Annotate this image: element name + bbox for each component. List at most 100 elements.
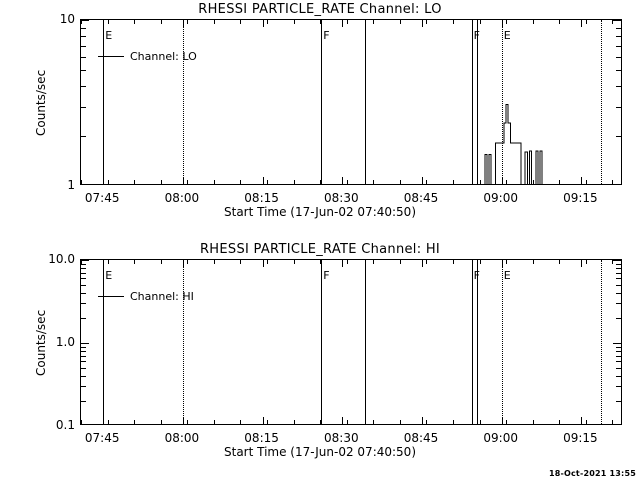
x-minor-tick-top-14 xyxy=(453,260,454,264)
x-minor-tick-bottom-12 xyxy=(399,180,401,184)
x-tick-label-1: 08:00 xyxy=(164,431,200,445)
x-minor-tick-bottom-15 xyxy=(479,420,481,424)
x-minor-tick-top-11 xyxy=(373,260,375,264)
x-minor-tick-top-2 xyxy=(134,260,136,264)
x-major-tick-top-0 xyxy=(103,20,105,27)
event-marker-line-e-6 xyxy=(501,20,503,184)
x-minor-tick-top-9 xyxy=(320,20,322,24)
x-minor-tick-bottom-0 xyxy=(81,420,82,424)
x-minor-tick-bottom-9 xyxy=(320,420,322,424)
x-minor-tick-top-16 xyxy=(506,260,508,264)
legend-line-swatch-hi xyxy=(98,296,124,297)
y-minor-tick-l-2-9 xyxy=(81,263,86,265)
x-minor-tick-top-3 xyxy=(160,260,162,264)
y-minor-tick-r-1-7 xyxy=(616,355,621,357)
event-marker-line-e-0 xyxy=(103,20,105,184)
x-minor-tick-bottom-4 xyxy=(187,180,189,184)
x-minor-tick-top-1 xyxy=(107,20,109,24)
y-minor-tick-l-2-8 xyxy=(81,268,86,269)
x-minor-tick-bottom-0 xyxy=(81,180,82,184)
event-marker-line-f-2 xyxy=(321,260,323,424)
y-minor-tick-r-1-9 xyxy=(616,346,621,348)
x-minor-tick-top-2 xyxy=(134,20,136,24)
x-minor-tick-bottom-6 xyxy=(240,420,242,424)
y-minor-tick-r-2-9 xyxy=(616,263,621,265)
x-major-tick-bottom-5 xyxy=(501,177,503,184)
event-marker-line-plain-7 xyxy=(600,260,602,424)
event-marker-label-e-0: E xyxy=(105,269,113,282)
y-minor-tick-r-2-8 xyxy=(616,268,621,269)
y-minor-tick-l-1-5 xyxy=(81,368,86,369)
x-minor-tick-bottom-13 xyxy=(426,420,428,424)
x-minor-tick-top-19 xyxy=(585,20,587,24)
x-minor-tick-top-20 xyxy=(612,260,614,264)
x-major-tick-bottom-1 xyxy=(182,417,184,424)
x-tick-label-5: 09:00 xyxy=(483,431,518,445)
x-minor-tick-bottom-13 xyxy=(426,180,428,184)
x-minor-tick-top-7 xyxy=(267,20,268,24)
x-minor-tick-bottom-6 xyxy=(240,180,242,184)
x-major-tick-bottom-3 xyxy=(342,417,344,424)
y-minor-tick-r-2-4 xyxy=(616,293,621,294)
x-minor-tick-bottom-3 xyxy=(160,180,162,184)
y-minor-tick-r-1-9 xyxy=(616,27,621,29)
y-minor-tick-l-2-4 xyxy=(81,293,86,294)
event-marker-label-f-4: F xyxy=(474,270,480,281)
x-minor-tick-top-5 xyxy=(213,260,215,264)
render-timestamp: 18-Oct-2021 13:55 xyxy=(548,469,636,478)
y-minor-tick-l-1-2 xyxy=(81,401,86,402)
event-marker-label-e-0: E xyxy=(105,29,113,42)
event-marker-label-f-2: F xyxy=(323,269,330,282)
x-minor-tick-top-5 xyxy=(213,20,215,24)
x-major-tick-top-1 xyxy=(182,20,184,27)
y-minor-tick-r-1-8 xyxy=(616,351,621,352)
x-minor-tick-bottom-11 xyxy=(373,180,375,184)
x-minor-tick-top-11 xyxy=(373,20,375,24)
y-minor-tick-l-1-9 xyxy=(81,346,86,348)
x-minor-tick-top-1 xyxy=(107,260,109,264)
y-minor-tick-r-1-8 xyxy=(616,36,621,38)
x-tick-label-3: 08:30 xyxy=(324,191,359,205)
y-minor-tick-r-2-7 xyxy=(616,272,621,274)
y-minor-tick-l-2-7 xyxy=(81,272,86,274)
x-major-tick-bottom-1 xyxy=(182,177,184,184)
panel-lo-legend: Channel: LO xyxy=(98,50,197,63)
x-minor-tick-top-18 xyxy=(559,260,561,264)
y-major-tick-l-2 xyxy=(81,260,89,261)
x-minor-tick-bottom-15 xyxy=(479,180,481,184)
x-major-tick-top-4 xyxy=(422,260,423,267)
x-major-tick-bottom-4 xyxy=(422,177,423,184)
y-minor-tick-l-2-3 xyxy=(81,303,86,305)
y-minor-tick-l-1-6 xyxy=(81,56,86,58)
x-tick-label-6: 09:15 xyxy=(563,191,598,205)
event-marker-line-e-0 xyxy=(103,260,105,424)
x-major-tick-top-1 xyxy=(182,260,184,267)
x-minor-tick-bottom-17 xyxy=(532,180,534,184)
x-minor-tick-bottom-20 xyxy=(612,420,614,424)
x-minor-tick-bottom-3 xyxy=(160,420,162,424)
y-minor-tick-r-1-6 xyxy=(616,361,621,363)
event-marker-line-plain-5 xyxy=(477,260,479,424)
event-marker-line-f-4 xyxy=(471,260,473,424)
x-minor-tick-bottom-9 xyxy=(320,180,322,184)
x-minor-tick-bottom-1 xyxy=(107,180,109,184)
x-minor-tick-bottom-17 xyxy=(532,420,534,424)
event-marker-line-f-4 xyxy=(471,20,473,184)
y-minor-tick-r-1-3 xyxy=(616,106,621,108)
x-minor-tick-top-13 xyxy=(426,20,428,24)
y-minor-tick-r-1-7 xyxy=(616,45,621,47)
x-major-tick-top-4 xyxy=(422,20,423,27)
event-marker-label-f-4: F xyxy=(474,30,480,41)
y-major-tick-r-2 xyxy=(613,260,621,261)
y-minor-tick-l-2-2 xyxy=(81,318,86,319)
event-marker-line-f-2 xyxy=(321,20,323,184)
panel-lo-y-axis-label: Counts/sec xyxy=(34,69,48,136)
x-minor-tick-top-15 xyxy=(479,20,481,24)
x-tick-label-4: 08:45 xyxy=(403,191,439,205)
x-major-tick-bottom-6 xyxy=(581,177,583,184)
y-minor-tick-l-1-8 xyxy=(81,351,86,352)
y-minor-tick-l-1-7 xyxy=(81,355,86,357)
panel-hi-title: RHESSI PARTICLE_RATE Channel: HI xyxy=(199,242,441,257)
y-minor-tick-r-1-5 xyxy=(616,70,621,71)
y-major-tick-l-1 xyxy=(81,20,89,21)
